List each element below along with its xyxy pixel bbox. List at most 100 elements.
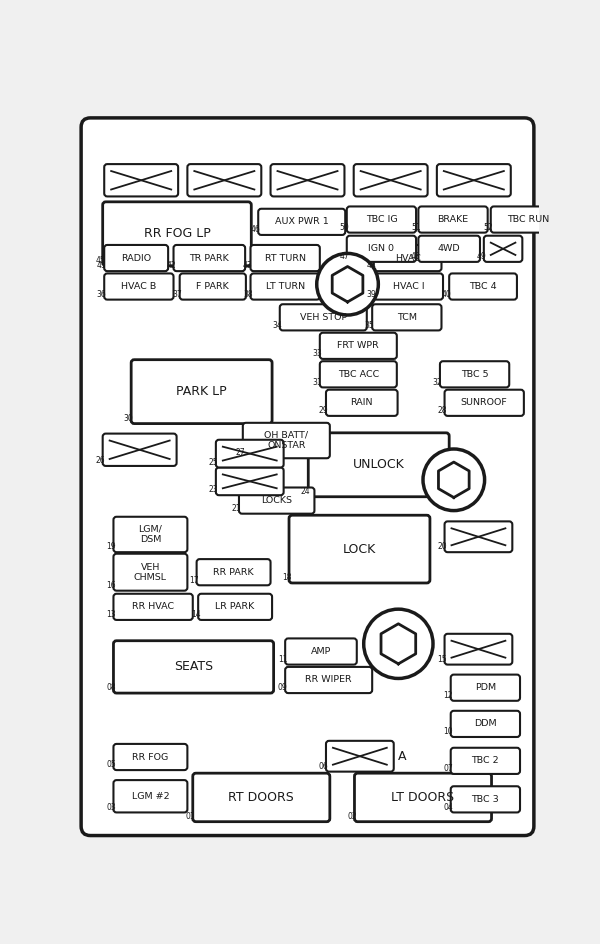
FancyBboxPatch shape xyxy=(197,559,271,585)
Text: 46: 46 xyxy=(251,226,260,234)
Text: IGN 0: IGN 0 xyxy=(368,244,394,253)
Text: 34: 34 xyxy=(272,321,282,329)
FancyBboxPatch shape xyxy=(418,207,488,232)
Text: PARK LP: PARK LP xyxy=(176,385,227,398)
FancyBboxPatch shape xyxy=(374,274,443,299)
Text: 38: 38 xyxy=(243,290,253,299)
FancyBboxPatch shape xyxy=(104,244,168,271)
Text: 40: 40 xyxy=(442,290,451,299)
Text: 27: 27 xyxy=(236,448,245,458)
FancyBboxPatch shape xyxy=(113,554,187,591)
Text: 20: 20 xyxy=(437,543,447,551)
FancyBboxPatch shape xyxy=(193,773,330,821)
FancyBboxPatch shape xyxy=(239,487,314,514)
Text: 49: 49 xyxy=(476,252,486,261)
FancyBboxPatch shape xyxy=(445,521,512,552)
Text: VEH STOP: VEH STOP xyxy=(299,312,347,322)
FancyBboxPatch shape xyxy=(451,711,520,737)
FancyBboxPatch shape xyxy=(451,748,520,774)
Text: 50: 50 xyxy=(340,223,349,232)
FancyBboxPatch shape xyxy=(355,773,491,821)
Text: 41: 41 xyxy=(97,261,107,270)
FancyBboxPatch shape xyxy=(320,332,397,359)
Text: RADIO: RADIO xyxy=(121,254,151,262)
Text: 04: 04 xyxy=(443,802,453,812)
Text: LOCK: LOCK xyxy=(343,543,376,556)
FancyBboxPatch shape xyxy=(491,207,565,232)
FancyBboxPatch shape xyxy=(216,440,284,467)
FancyBboxPatch shape xyxy=(289,515,430,583)
Text: TBC IG: TBC IG xyxy=(365,215,397,224)
Text: F PARK: F PARK xyxy=(196,282,229,291)
FancyBboxPatch shape xyxy=(326,390,398,416)
Text: 21: 21 xyxy=(232,504,241,513)
Text: LR PARK: LR PARK xyxy=(215,602,255,612)
FancyBboxPatch shape xyxy=(418,236,480,261)
Text: SEATS: SEATS xyxy=(174,661,213,673)
Text: 05: 05 xyxy=(106,760,116,769)
Text: 10: 10 xyxy=(443,727,453,736)
Text: RR FOG LP: RR FOG LP xyxy=(143,228,211,241)
FancyBboxPatch shape xyxy=(308,433,449,497)
Text: 09: 09 xyxy=(278,683,287,692)
Text: RT TURN: RT TURN xyxy=(265,254,305,262)
Text: 23: 23 xyxy=(209,485,218,495)
Text: 44: 44 xyxy=(366,261,376,270)
Text: DDM: DDM xyxy=(474,719,497,729)
Text: 36: 36 xyxy=(97,290,107,299)
Text: 18: 18 xyxy=(282,573,292,582)
FancyBboxPatch shape xyxy=(445,390,524,416)
FancyBboxPatch shape xyxy=(103,433,176,466)
Text: TBC 2: TBC 2 xyxy=(472,756,499,766)
Text: TCM: TCM xyxy=(397,312,417,322)
Text: 16: 16 xyxy=(106,581,116,590)
Text: LT TURN: LT TURN xyxy=(266,282,305,291)
Text: 19: 19 xyxy=(106,543,116,551)
FancyBboxPatch shape xyxy=(320,362,397,387)
Text: 39: 39 xyxy=(366,290,376,299)
FancyBboxPatch shape xyxy=(131,360,272,424)
Circle shape xyxy=(317,253,379,315)
FancyBboxPatch shape xyxy=(285,666,372,693)
Text: AUX PWR 1: AUX PWR 1 xyxy=(275,217,329,227)
Text: OH BATT/
ONSTAR: OH BATT/ ONSTAR xyxy=(264,430,308,450)
FancyBboxPatch shape xyxy=(258,209,345,235)
Text: LGM/
DSM: LGM/ DSM xyxy=(139,525,163,544)
Text: PDM: PDM xyxy=(475,683,496,692)
Text: TBC RUN: TBC RUN xyxy=(506,215,549,224)
Text: FRT WPR: FRT WPR xyxy=(337,342,379,350)
Text: 43: 43 xyxy=(243,261,253,270)
Text: SUNROOF: SUNROOF xyxy=(461,398,508,407)
Text: LOCKS: LOCKS xyxy=(261,497,292,505)
Text: 17: 17 xyxy=(190,576,199,584)
FancyBboxPatch shape xyxy=(173,244,245,271)
Text: RR FOG: RR FOG xyxy=(132,752,169,762)
FancyBboxPatch shape xyxy=(451,675,520,700)
Text: 15: 15 xyxy=(437,655,447,664)
Text: TBC 3: TBC 3 xyxy=(472,795,499,804)
Text: RT DOORS: RT DOORS xyxy=(229,791,294,804)
Text: HVAC: HVAC xyxy=(395,254,421,262)
Text: TR PARK: TR PARK xyxy=(190,254,229,262)
Text: RAIN: RAIN xyxy=(350,398,373,407)
Text: A: A xyxy=(398,750,407,763)
Text: TBC ACC: TBC ACC xyxy=(338,370,379,379)
FancyBboxPatch shape xyxy=(354,164,428,196)
FancyBboxPatch shape xyxy=(113,780,187,813)
FancyBboxPatch shape xyxy=(372,304,442,330)
Text: 30: 30 xyxy=(124,413,133,423)
Text: 42: 42 xyxy=(166,261,176,270)
FancyBboxPatch shape xyxy=(113,641,274,693)
Text: UNLOCK: UNLOCK xyxy=(353,458,404,471)
Text: 48: 48 xyxy=(411,252,421,261)
FancyBboxPatch shape xyxy=(198,594,272,620)
Text: 12: 12 xyxy=(443,691,453,700)
FancyBboxPatch shape xyxy=(440,362,509,387)
Text: 52: 52 xyxy=(484,223,493,232)
Text: 26: 26 xyxy=(95,456,105,465)
Text: 01: 01 xyxy=(185,812,195,821)
Text: 02: 02 xyxy=(347,812,357,821)
FancyBboxPatch shape xyxy=(81,118,534,835)
FancyBboxPatch shape xyxy=(216,467,284,496)
FancyBboxPatch shape xyxy=(326,741,394,771)
